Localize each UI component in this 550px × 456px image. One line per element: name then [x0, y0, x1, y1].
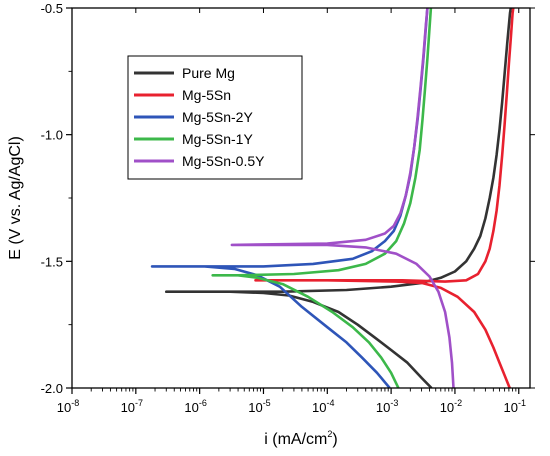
legend-label-2: Mg-5Sn-2Y [182, 109, 253, 125]
legend-label-1: Mg-5Sn [182, 87, 231, 103]
y-tick-label-1: -1.0 [41, 128, 63, 143]
x-tick-exp: -7 [135, 398, 143, 408]
legend-items: Pure Mg Mg-5Sn Mg-5Sn-2Y Mg-5Sn-1Y Mg-5Sn-0.… [134, 65, 265, 169]
y-tick-label-3: -2.0 [41, 381, 63, 396]
x-tick-label-2: 10-6 [184, 398, 206, 415]
series-line-1 [254, 8, 515, 388]
x-tick-label-6: 10-2 [440, 398, 462, 415]
x-axis: 10-8 10-7 10-6 10-5 10-4 10-3 10-2 10-1 [57, 8, 526, 415]
x-axis-title: i (mA/cm2) [264, 429, 337, 448]
x-tick-base: 10 [440, 400, 454, 415]
x-axis-title-sup: 2 [327, 429, 332, 439]
x-tick-base: 10 [248, 400, 262, 415]
x-tick-label-0: 10-8 [57, 398, 79, 415]
series-line-3 [211, 8, 433, 388]
x-tick-exp: -2 [454, 398, 462, 408]
legend-label-0: Pure Mg [182, 65, 235, 81]
x-axis-title-tail: ) [332, 431, 337, 448]
y-tick-label-0: -0.5 [41, 1, 63, 16]
series-line-0 [165, 8, 513, 388]
x-tick-label-4: 10-4 [312, 398, 334, 415]
legend: Pure Mg Mg-5Sn Mg-5Sn-2Y Mg-5Sn-1Y Mg-5Sn-0.… [127, 55, 303, 180]
x-axis-title-base: i (mA/cm [264, 431, 327, 448]
x-tick-exp: -5 [263, 398, 271, 408]
x-tick-base: 10 [376, 400, 390, 415]
y-axis: -0.5 -1.0 -1.5 -2.0 [41, 1, 535, 396]
x-tick-exp: -4 [327, 398, 335, 408]
x-tick-exp: -3 [390, 398, 398, 408]
x-tick-label-5: 10-3 [376, 398, 398, 415]
x-tick-base: 10 [504, 400, 518, 415]
x-tick-exp: -8 [71, 398, 79, 408]
x-tick-exp: -6 [199, 398, 207, 408]
x-tick-base: 10 [121, 400, 135, 415]
y-tick-label-2: -1.5 [41, 254, 63, 269]
y-axis-title: E (V vs. Ag/AgCl) [7, 136, 24, 260]
series-line-4 [230, 8, 455, 388]
x-tick-base: 10 [184, 400, 198, 415]
x-tick-label-7: 10-1 [504, 398, 526, 415]
x-tick-exp: -1 [518, 398, 526, 408]
x-tick-base: 10 [57, 400, 71, 415]
x-tick-label-1: 10-7 [121, 398, 143, 415]
legend-label-3: Mg-5Sn-1Y [182, 131, 253, 147]
legend-label-4: Mg-5Sn-0.5Y [182, 153, 265, 169]
curves-layer [150, 8, 515, 388]
x-tick-base: 10 [312, 400, 326, 415]
x-tick-label-3: 10-5 [248, 398, 270, 415]
